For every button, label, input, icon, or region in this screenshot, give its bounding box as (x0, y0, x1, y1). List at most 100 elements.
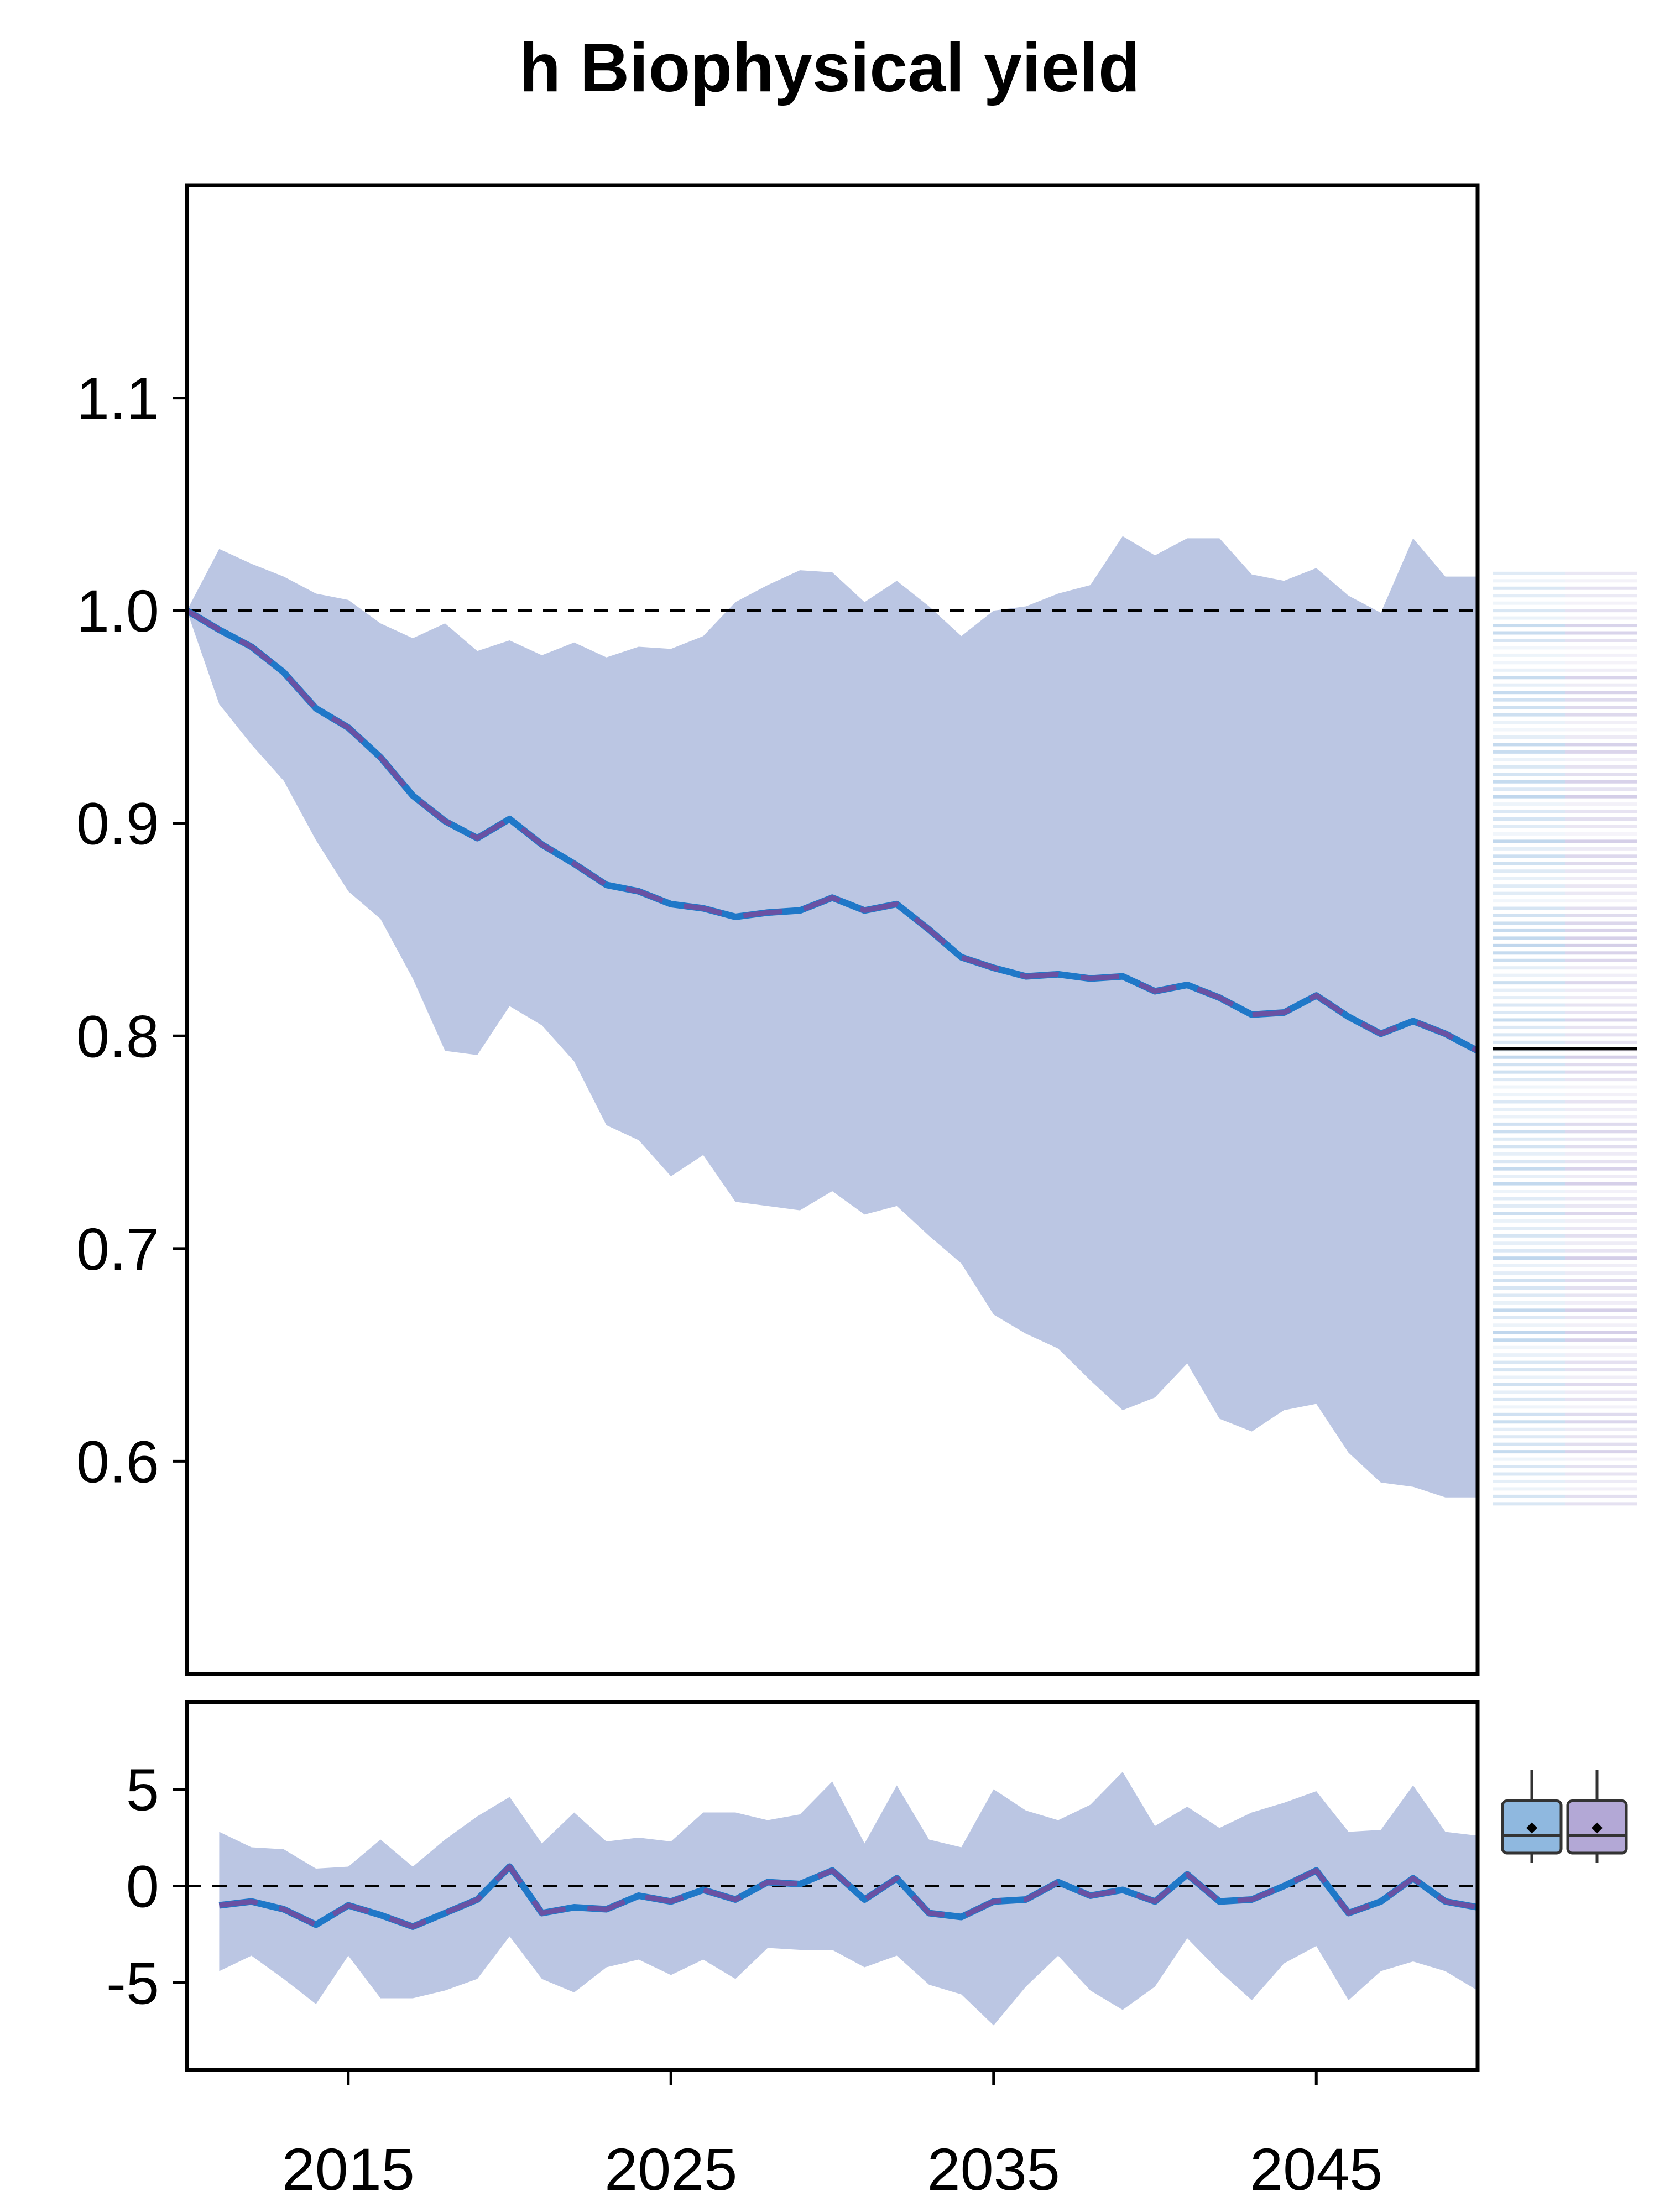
strip-mark-blue (1493, 996, 1565, 1000)
strip-mark-purple (1565, 653, 1637, 657)
strip-mark-blue (1493, 721, 1565, 724)
strip-mark-purple (1565, 1323, 1637, 1327)
strip-mark-blue (1493, 1286, 1565, 1290)
strip-mark-purple (1565, 1256, 1637, 1260)
strip-mark-blue (1493, 1204, 1565, 1208)
strip-mark-purple (1565, 973, 1637, 977)
strip-mark-blue (1493, 1465, 1565, 1469)
strip-mark-blue (1493, 676, 1565, 680)
strip-mark-blue (1493, 802, 1565, 806)
strip-mark-purple (1565, 1107, 1637, 1111)
main-plot-frame (185, 183, 1480, 1676)
strip-mark-blue (1493, 1234, 1565, 1238)
strip-mark-purple (1565, 594, 1637, 598)
strip-mark-blue (1493, 988, 1565, 992)
main-confidence-band (187, 536, 1478, 1498)
strip-mark-purple (1565, 1271, 1637, 1275)
lower-mean-lines (218, 1863, 1479, 1930)
strip-mark-purple (1565, 1175, 1637, 1178)
strip-mark-blue (1493, 1368, 1565, 1372)
strip-mark-blue (1493, 1442, 1565, 1446)
strip-mark-blue (1493, 646, 1565, 650)
strip-mark-blue (1493, 1085, 1565, 1089)
strip-mark-purple (1565, 1234, 1637, 1238)
lower-band-area (219, 1772, 1478, 2026)
strip-mark-purple (1565, 1435, 1637, 1439)
strip-mark-purple (1565, 1457, 1637, 1461)
strip-mark-blue (1493, 869, 1565, 873)
strip-mark-purple (1565, 765, 1637, 769)
lower-y-tick-label: -5 (106, 1950, 159, 2017)
strip-mark-blue (1493, 825, 1565, 828)
strip-mark-blue (1493, 1412, 1565, 1416)
strip-mark-purple (1565, 877, 1637, 880)
strip-mark-purple (1565, 817, 1637, 821)
strip-mark-blue (1493, 1160, 1565, 1164)
strip-mark-blue (1493, 1197, 1565, 1201)
strip-mark-blue (1493, 1063, 1565, 1067)
strip-mark-purple (1565, 1442, 1637, 1446)
strip-mark-purple (1565, 1219, 1637, 1223)
strip-mark-blue (1493, 817, 1565, 821)
strip-mark-blue (1493, 1479, 1565, 1483)
strip-mark-purple (1565, 1003, 1637, 1007)
strip-mark-blue (1493, 706, 1565, 709)
strip-mark-purple (1565, 646, 1637, 650)
strip-mark-blue (1493, 1100, 1565, 1104)
strip-mark-purple (1565, 839, 1637, 843)
strip-mark-purple (1565, 802, 1637, 806)
lower-y-tick-label: 0 (126, 1853, 159, 1920)
strip-mark-purple (1565, 1360, 1637, 1364)
strip-mark-purple (1565, 1397, 1637, 1401)
strip-mark-blue (1493, 594, 1565, 598)
strip-mark-purple (1565, 1450, 1637, 1454)
strip-mark-blue (1493, 1003, 1565, 1007)
strip-mark-blue (1493, 1137, 1565, 1141)
strip-mark-purple (1565, 1227, 1637, 1230)
strip-mark-blue (1493, 1494, 1565, 1498)
strip-mark-blue (1493, 1152, 1565, 1156)
strip-mark-purple (1565, 1502, 1637, 1506)
strip-mark-purple (1565, 758, 1637, 761)
strip-mark-purple (1565, 1182, 1637, 1186)
strip-mark-blue (1493, 683, 1565, 687)
strip-mark-blue (1493, 1055, 1565, 1059)
x-tick-label: 2025 (604, 2136, 737, 2203)
strip-mark-blue (1493, 750, 1565, 754)
strip-mark-purple (1565, 721, 1637, 724)
strip-mark-blue (1493, 1040, 1565, 1044)
strip-mark-blue (1493, 936, 1565, 940)
strip-mark-purple (1565, 951, 1637, 955)
strip-mark-purple (1565, 921, 1637, 925)
strip-mark-purple (1565, 1100, 1637, 1104)
strip-mark-blue (1493, 1457, 1565, 1461)
strip-mark-blue (1493, 1227, 1565, 1230)
strip-mark-purple (1565, 891, 1637, 895)
strip-mark-blue (1493, 691, 1565, 695)
strip-mark-blue (1493, 1241, 1565, 1245)
strip-mark-purple (1565, 713, 1637, 717)
strip-mark-blue (1493, 1025, 1565, 1029)
main-y-tick-label: 0.6 (76, 1428, 159, 1495)
strip-mark-blue (1493, 906, 1565, 910)
strip-mark-purple (1565, 1465, 1637, 1469)
x-tick-label: 2045 (1250, 2136, 1383, 2203)
strip-mark-blue (1493, 1145, 1565, 1149)
strip-mark-purple (1565, 1190, 1637, 1193)
strip-mark-blue (1493, 1130, 1565, 1134)
strip-mark-purple (1565, 1301, 1637, 1305)
strip-mark-blue (1493, 1115, 1565, 1119)
strip-mark-blue (1493, 1293, 1565, 1297)
strip-mark-blue (1493, 1331, 1565, 1334)
strip-mark-purple (1565, 1063, 1637, 1067)
strip-mark-blue (1493, 1190, 1565, 1193)
strip-mark-purple (1565, 795, 1637, 799)
strip-mark-purple (1565, 996, 1637, 1000)
strip-mark-blue (1493, 773, 1565, 776)
strip-mark-purple (1565, 780, 1637, 784)
strip-mark-blue (1493, 698, 1565, 702)
strip-mark-blue (1493, 832, 1565, 836)
strip-mark-blue (1493, 958, 1565, 962)
strip-mark-purple (1565, 832, 1637, 836)
strip-mark-blue (1493, 921, 1565, 925)
